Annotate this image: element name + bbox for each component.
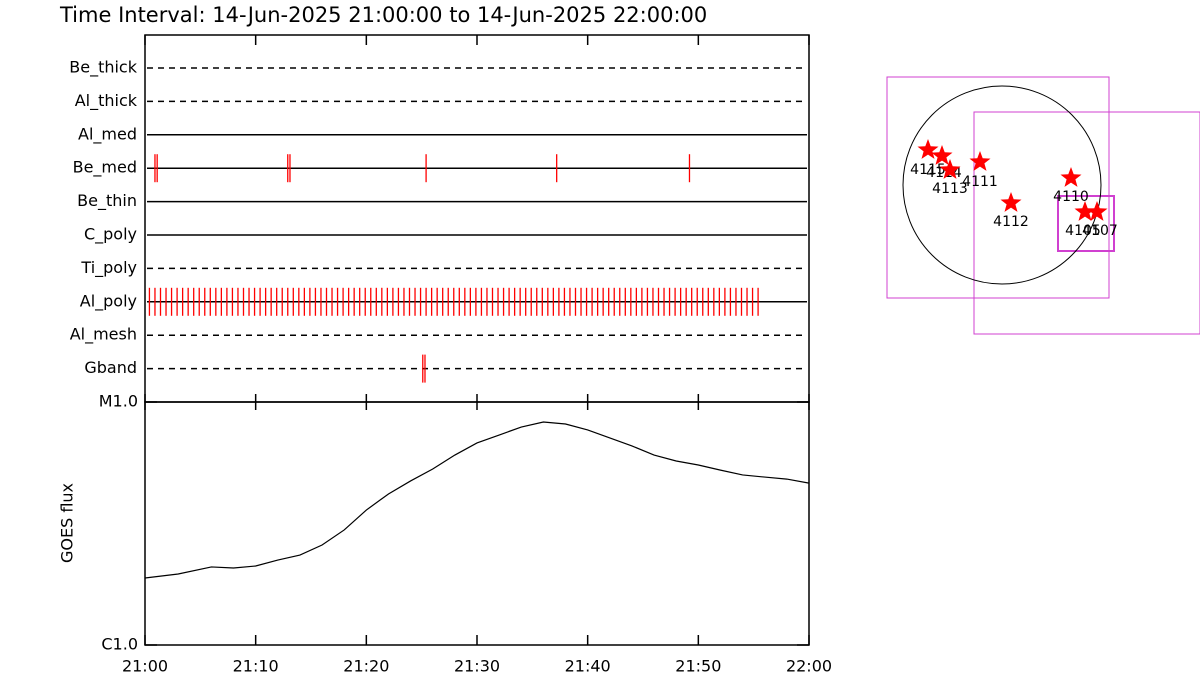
filter-label: Ti_poly — [80, 258, 137, 278]
goes-curve — [144, 421, 810, 579]
ar-star — [1074, 201, 1096, 221]
x-tick-label: 21:00 — [122, 657, 168, 676]
ar-label: 4112 — [993, 214, 1029, 230]
filter-label: C_poly — [84, 225, 137, 245]
ar-label: 4110 — [1053, 189, 1089, 205]
fov-box — [1057, 195, 1115, 252]
goes-frame — [144, 401, 810, 646]
ar-star — [969, 151, 991, 171]
fov-box — [973, 111, 1200, 335]
filter-label: Be_thin — [77, 191, 137, 211]
ar-star — [939, 159, 961, 179]
ar-star — [1000, 192, 1022, 212]
x-tick-label: 21:30 — [454, 657, 500, 676]
ar-label: 4113 — [932, 181, 968, 197]
filter-label: Be_med — [73, 158, 137, 178]
filter-label: Al_poly — [80, 291, 137, 311]
x-tick-label: 21:20 — [343, 657, 389, 676]
x-tick-label: 22:00 — [786, 657, 832, 676]
filter-label: Gband — [84, 358, 137, 377]
y-tick-label: M1.0 — [99, 392, 138, 411]
ar-label: 4105 — [1065, 223, 1101, 239]
ar-label: 4115 — [910, 162, 946, 178]
ar-label: 4111 — [962, 174, 998, 190]
filter-label: Al_mesh — [70, 325, 137, 345]
sun-panel — [886, 76, 1200, 335]
ar-label: 4107 — [1082, 223, 1118, 239]
solar-disk — [902, 85, 1102, 285]
filter-label: Al_thick — [75, 91, 138, 111]
x-tick-label: 21:10 — [233, 657, 279, 676]
ar-star — [1060, 167, 1082, 187]
x-tick-label: 21:50 — [675, 657, 721, 676]
y-tick-label: C1.0 — [101, 635, 138, 654]
timeline-frame — [144, 34, 810, 403]
filter-label: Be_thick — [69, 58, 137, 78]
x-tick-label: 21:40 — [565, 657, 611, 676]
filter-label: Al_med — [78, 124, 137, 144]
y-axis-title: GOES flux — [58, 483, 77, 563]
ar-star — [1086, 201, 1108, 221]
ar-star — [931, 145, 953, 165]
chart-title: Time Interval: 14-Jun-2025 21:00:00 to 1… — [59, 3, 707, 27]
fov-box — [886, 76, 1110, 299]
ar-star — [917, 139, 939, 159]
